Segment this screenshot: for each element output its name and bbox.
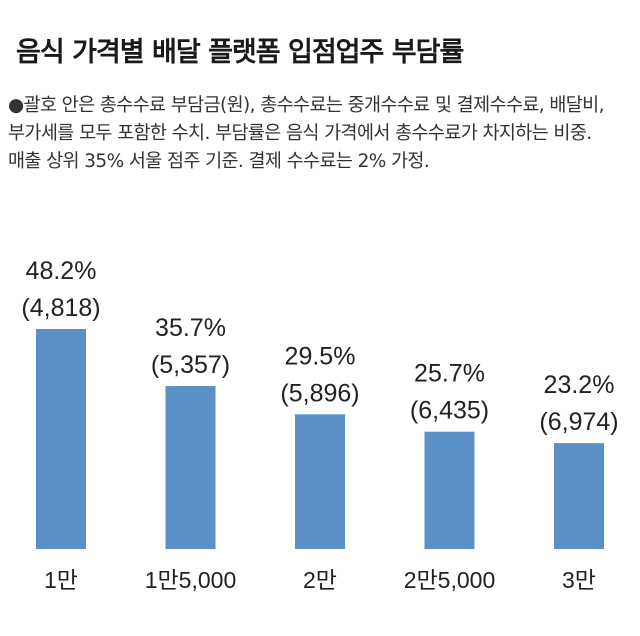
category-label: 2만5,000	[404, 567, 496, 593]
chart-note: ●괄호 안은 총수수료 부담금(원), 총수수료는 중개수수료 및 결제수수료,…	[8, 95, 604, 172]
value-label: 48.2%	[26, 257, 97, 285]
bar-1	[36, 329, 86, 549]
bar-4	[424, 431, 475, 549]
bar-3	[295, 414, 345, 549]
value-label: 29.5%	[285, 342, 356, 370]
category-label: 2만	[303, 567, 337, 593]
category-label: 1만5,000	[145, 567, 237, 593]
fee-label: (5,357)	[151, 351, 230, 379]
value-label: 25.7%	[414, 360, 485, 388]
value-label: 23.2%	[544, 371, 615, 399]
value-label: 35.7%	[155, 314, 226, 342]
fee-label: (5,896)	[280, 379, 359, 407]
fee-label: (6,435)	[410, 397, 489, 425]
bar-2	[165, 386, 216, 549]
category-label: 1만	[44, 567, 78, 593]
bar-5	[554, 443, 604, 549]
fee-label: (4,818)	[21, 294, 100, 322]
chart-title: 음식 가격별 배달 플랫폼 입점업주 부담률	[16, 37, 464, 68]
fee-label: (6,974)	[539, 408, 618, 436]
category-label: 3만	[562, 567, 596, 593]
